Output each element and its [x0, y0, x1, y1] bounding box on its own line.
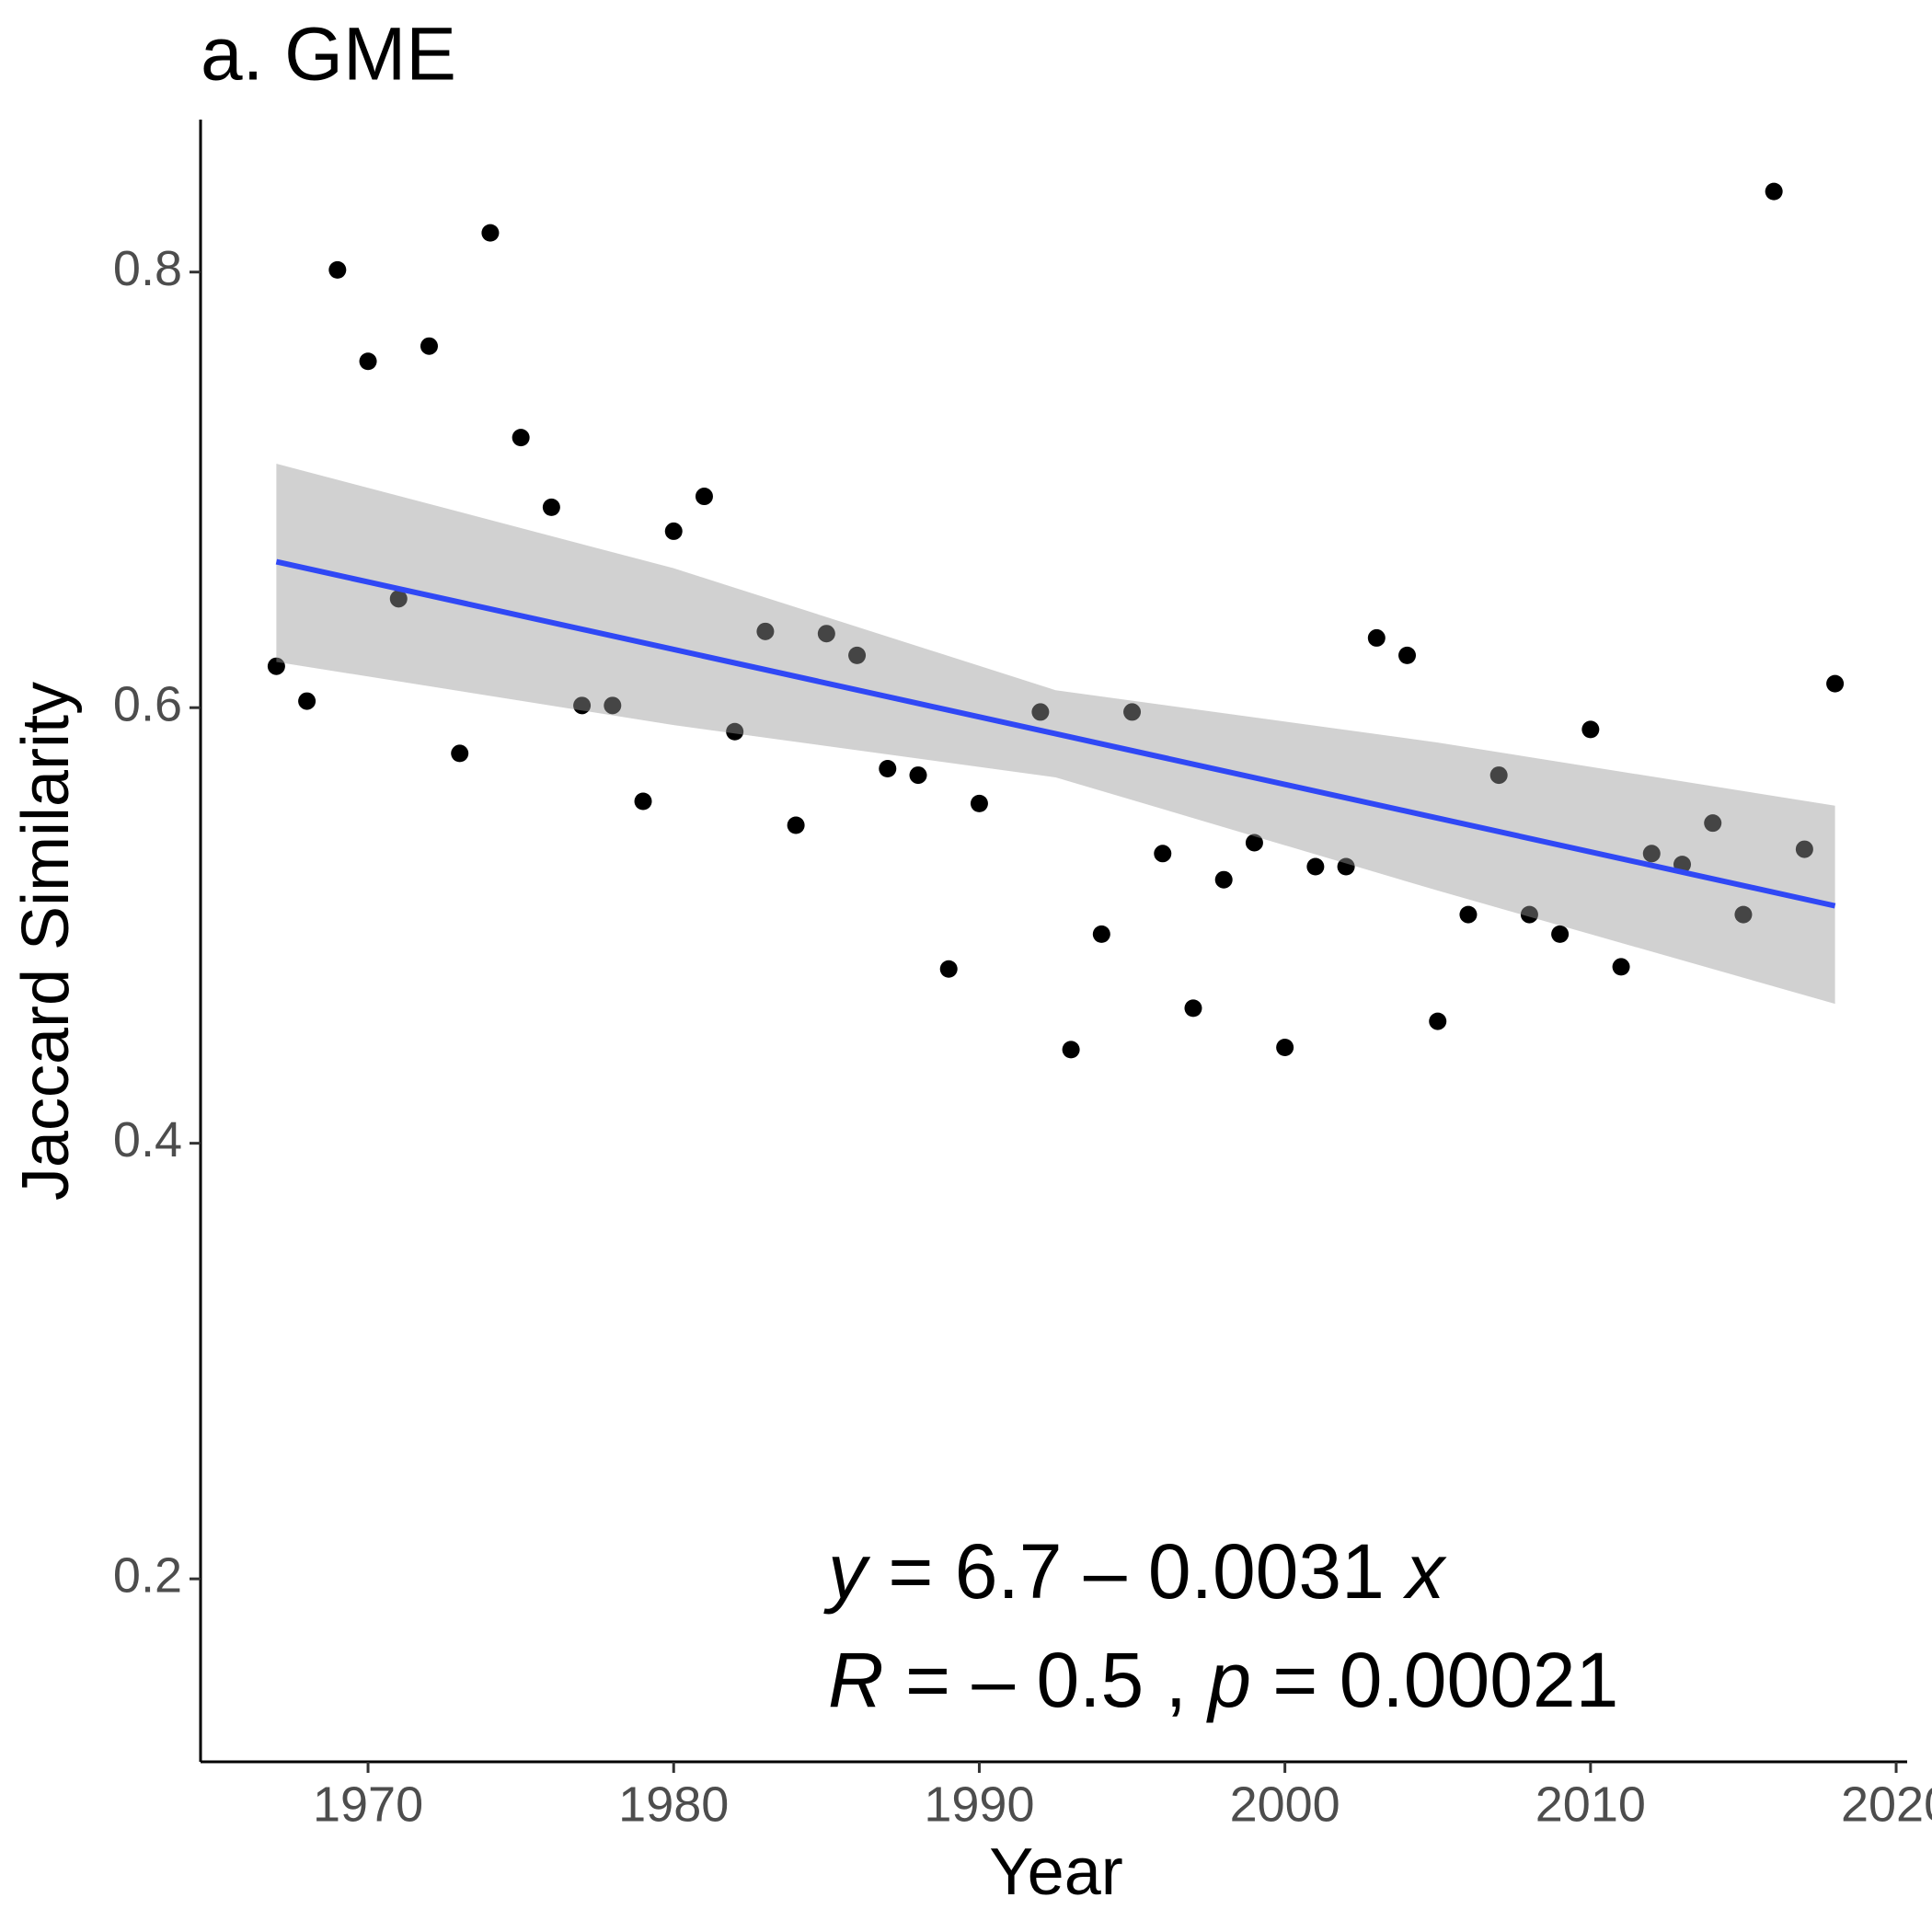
point: [1276, 1039, 1294, 1057]
point: [787, 816, 805, 834]
x-tick-label: 1990: [924, 1777, 1034, 1832]
point: [1306, 857, 1325, 876]
annotation-part: p: [1205, 1637, 1251, 1723]
point: [1765, 182, 1783, 201]
point: [451, 744, 469, 763]
point: [756, 622, 775, 640]
y-tick-label: 0.6: [113, 676, 182, 731]
point: [512, 429, 530, 447]
point: [1062, 1041, 1080, 1059]
point: [939, 960, 958, 978]
annotation-part: R: [828, 1637, 884, 1723]
point: [1520, 905, 1538, 924]
point: [298, 692, 316, 710]
point: [726, 722, 744, 741]
point: [1429, 1012, 1447, 1030]
point: [695, 488, 713, 506]
fit-line: [275, 558, 1836, 909]
point: [1184, 999, 1202, 1018]
point: [634, 792, 652, 811]
annotation-part: = 6.7 – 0.0031: [867, 1528, 1406, 1615]
point: [1123, 703, 1142, 721]
point: [1642, 845, 1661, 863]
point: [1092, 925, 1110, 943]
point: [542, 498, 560, 516]
point: [1398, 646, 1417, 664]
point: [1031, 703, 1050, 721]
point: [389, 590, 408, 608]
annotation: R = – 0.5 , p = 0.00021: [828, 1637, 1618, 1723]
y-tick-label: 0.8: [113, 241, 182, 296]
point: [1214, 870, 1233, 889]
x-axis-title: Year: [989, 1835, 1122, 1909]
point: [879, 759, 897, 777]
point: [1337, 857, 1355, 876]
point: [1612, 958, 1630, 976]
point: [848, 646, 867, 664]
annotation-part: y: [823, 1528, 871, 1615]
point: [481, 224, 500, 242]
y-tick-label: 0.4: [113, 1112, 182, 1167]
annotation-part: x: [1402, 1528, 1447, 1615]
point: [1245, 834, 1263, 852]
point: [1489, 766, 1508, 785]
point: [604, 696, 622, 715]
point: [909, 766, 927, 785]
point: [664, 522, 683, 540]
point: [1551, 925, 1570, 943]
chart-title: a. GME: [201, 13, 456, 97]
point: [328, 260, 347, 279]
point: [1367, 628, 1386, 647]
point: [1459, 905, 1478, 924]
point: [1826, 674, 1845, 693]
x-tick-label: 1980: [618, 1777, 729, 1832]
point: [420, 337, 438, 355]
point: [1704, 814, 1722, 833]
annotation: y = 6.7 – 0.0031 x: [823, 1528, 1447, 1615]
annotation-part: = 0.00021: [1251, 1637, 1618, 1723]
y-tick-label: 0.2: [113, 1547, 182, 1603]
point: [817, 625, 835, 643]
point: [1581, 720, 1600, 739]
point: [267, 657, 285, 675]
point: [970, 794, 988, 812]
y-axis-title: Jaccard Similarity: [9, 682, 83, 1201]
point: [573, 696, 592, 715]
x-tick-label: 2020: [1841, 1777, 1932, 1832]
point: [1154, 845, 1172, 863]
x-tick-label: 1970: [313, 1777, 423, 1832]
point: [1734, 905, 1753, 924]
annotation-part: = – 0.5 ,: [884, 1637, 1209, 1723]
x-tick-label: 2000: [1230, 1777, 1340, 1832]
point: [359, 352, 377, 371]
point: [1795, 840, 1813, 858]
x-tick-label: 2010: [1535, 1777, 1646, 1832]
